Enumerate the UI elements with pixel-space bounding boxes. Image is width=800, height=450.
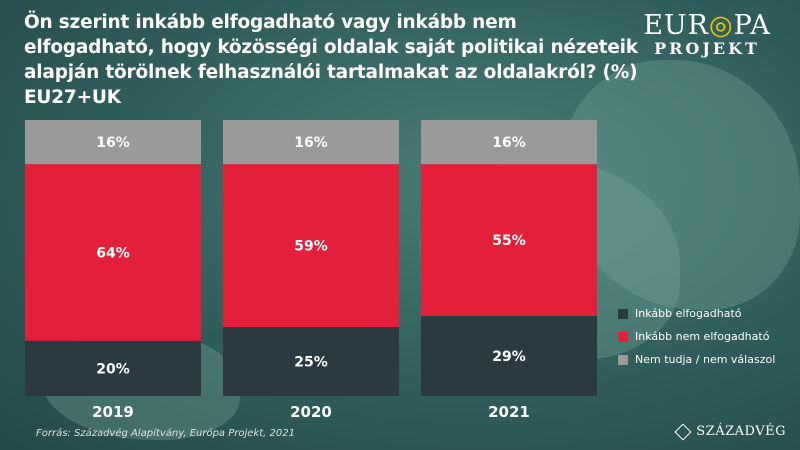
x-tick-label-2019: 2019 bbox=[92, 403, 134, 421]
logo-dot-icon: ◎ bbox=[709, 10, 734, 41]
bar-segment-2020-1 bbox=[223, 164, 399, 327]
data-label-2021-0: 29% bbox=[492, 349, 526, 365]
source-note: Forrás: Századvég Alapítvány, Európa Pro… bbox=[36, 428, 295, 439]
data-label-2019-2: 16% bbox=[96, 135, 130, 151]
bar-segment-2020-2 bbox=[223, 120, 399, 165]
europa-projekt-logo: EUR◎PA PROJEKT bbox=[643, 10, 771, 58]
legend-item-2: Nem tudja / nem válaszol bbox=[618, 348, 775, 371]
data-label-2019-1: 64% bbox=[96, 245, 130, 261]
bar-segment-2021-1 bbox=[421, 164, 597, 316]
legend-label: Inkább nem elfogadható bbox=[635, 330, 770, 343]
chart-title: Ön szerint inkább elfogadható vagy inkáb… bbox=[24, 12, 638, 108]
szazadveg-brand: SZÁZADVÉG bbox=[674, 423, 786, 440]
legend-item-1: Inkább nem elfogadható bbox=[618, 325, 775, 348]
background-map-shape bbox=[560, 60, 800, 310]
chart-legend: Inkább elfogadható Inkább nem elfogadható… bbox=[618, 302, 775, 371]
legend-label: Nem tudja / nem válaszol bbox=[635, 353, 776, 366]
x-tick-label-2020: 2020 bbox=[290, 403, 332, 421]
legend-item-0: Inkább elfogadható bbox=[618, 302, 775, 325]
data-label-2021-2: 16% bbox=[492, 135, 526, 151]
bar-segment-2020-0 bbox=[223, 327, 399, 396]
legend-swatch bbox=[618, 331, 628, 342]
bar-segment-2021-0 bbox=[421, 315, 597, 396]
data-label-2020-2: 16% bbox=[294, 135, 328, 151]
bar-segment-2019-1 bbox=[25, 164, 201, 341]
bar-segment-2019-2 bbox=[25, 120, 201, 165]
diamond-icon bbox=[674, 423, 692, 440]
bar-segment-2021-2 bbox=[421, 120, 597, 165]
legend-swatch bbox=[618, 308, 628, 319]
legend-label: Inkább elfogadható bbox=[635, 307, 742, 320]
data-label-2021-1: 55% bbox=[492, 233, 526, 249]
data-label-2020-0: 25% bbox=[294, 355, 328, 371]
x-tick-label-2021: 2021 bbox=[488, 403, 530, 421]
data-label-2020-1: 59% bbox=[294, 239, 328, 255]
bar-segment-2019-0 bbox=[25, 340, 201, 396]
legend-swatch bbox=[618, 354, 628, 365]
data-label-2019-0: 20% bbox=[96, 361, 130, 377]
